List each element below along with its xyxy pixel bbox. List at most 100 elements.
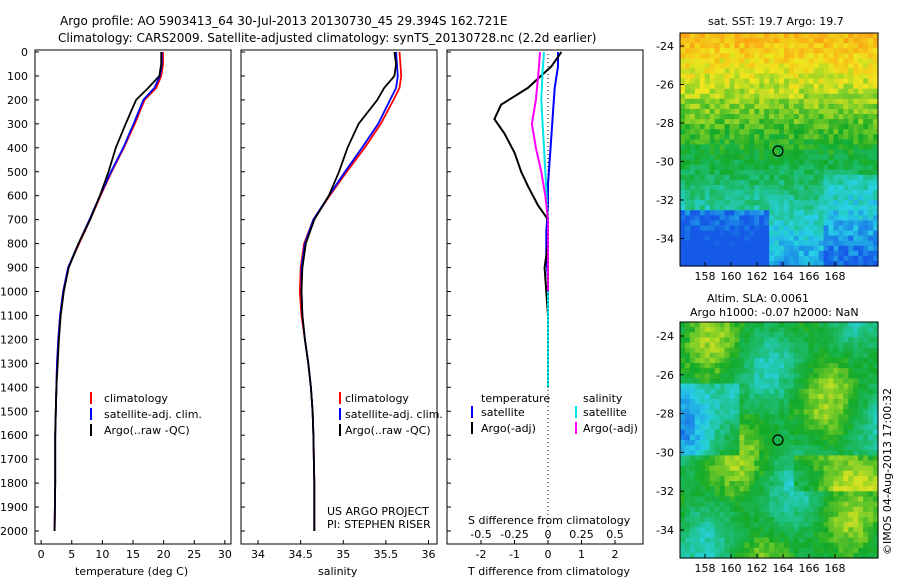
map-cell bbox=[833, 327, 839, 333]
map-cell bbox=[833, 119, 839, 125]
map-cell bbox=[769, 225, 775, 232]
map-cell bbox=[793, 245, 800, 252]
map-cell bbox=[694, 378, 701, 385]
map-cell bbox=[848, 93, 854, 100]
map-cell bbox=[684, 373, 691, 380]
map-cell bbox=[764, 409, 770, 415]
map-cell bbox=[848, 434, 854, 441]
map-cell bbox=[694, 342, 701, 349]
map-cell bbox=[828, 114, 835, 120]
map-cell bbox=[689, 68, 696, 75]
map-cell bbox=[764, 38, 770, 44]
map-cell bbox=[873, 119, 879, 125]
map-cell bbox=[759, 322, 765, 328]
map-cell bbox=[704, 38, 711, 44]
map-cell bbox=[788, 368, 795, 374]
map-cell bbox=[759, 419, 765, 426]
map-cell bbox=[704, 53, 711, 59]
map-cell bbox=[828, 250, 835, 257]
map-cell bbox=[793, 337, 800, 344]
map-cell bbox=[769, 33, 775, 39]
map-cell bbox=[793, 522, 800, 528]
map-cell bbox=[759, 108, 765, 115]
map-cell bbox=[803, 414, 810, 421]
map-cell bbox=[724, 337, 731, 344]
map-cell bbox=[684, 63, 691, 70]
map-cell bbox=[689, 542, 696, 549]
map-cell bbox=[848, 190, 854, 196]
map-cell bbox=[833, 496, 839, 503]
map-cell bbox=[754, 496, 760, 503]
map-cell bbox=[793, 445, 800, 451]
map-cell bbox=[833, 169, 839, 176]
map-cell bbox=[759, 184, 765, 191]
map-cell bbox=[803, 383, 810, 390]
map-cell bbox=[729, 542, 736, 549]
map-cell bbox=[848, 58, 854, 64]
map-cell bbox=[793, 210, 800, 216]
map-cell bbox=[863, 470, 869, 477]
map-cell bbox=[704, 327, 711, 333]
map-cell bbox=[709, 58, 716, 64]
map-cell bbox=[680, 144, 686, 151]
map-cell bbox=[774, 491, 780, 498]
map-cell bbox=[848, 260, 854, 267]
map-cell bbox=[719, 501, 726, 508]
map-cell bbox=[769, 149, 775, 156]
map-cell bbox=[694, 537, 701, 544]
map-cell bbox=[803, 322, 810, 328]
map-cell bbox=[754, 522, 760, 528]
map-cell bbox=[838, 53, 844, 59]
map-cell bbox=[843, 460, 849, 467]
map-cell bbox=[724, 542, 731, 549]
map-cell bbox=[828, 245, 835, 252]
map-cell bbox=[744, 434, 750, 441]
map-cell bbox=[798, 225, 805, 232]
map-cell bbox=[813, 139, 820, 146]
map-cell bbox=[858, 445, 864, 451]
map-cell bbox=[808, 119, 815, 125]
map-cell bbox=[744, 368, 750, 374]
map-cell bbox=[813, 496, 820, 503]
map-cell bbox=[744, 516, 750, 523]
map-cell bbox=[769, 409, 775, 415]
map-cell bbox=[774, 542, 780, 549]
map-cell bbox=[783, 220, 790, 227]
map-cell bbox=[774, 73, 780, 80]
map-cell bbox=[729, 501, 736, 508]
map-cell bbox=[848, 240, 854, 247]
map-cell bbox=[848, 332, 854, 338]
map-cell bbox=[823, 388, 830, 395]
map-cell bbox=[719, 450, 726, 456]
map-cell bbox=[788, 363, 795, 369]
map-cell bbox=[754, 38, 760, 44]
map-cell bbox=[774, 327, 780, 333]
map-cell bbox=[680, 260, 686, 267]
map-cell bbox=[684, 200, 691, 206]
map-cell bbox=[863, 200, 869, 206]
map-cell bbox=[754, 347, 760, 354]
map-cell bbox=[873, 450, 879, 456]
map-cell bbox=[868, 419, 874, 426]
map-cell bbox=[774, 250, 780, 257]
map-cell bbox=[699, 357, 706, 364]
salinity-xlabel: salinity bbox=[318, 565, 358, 578]
map-cell bbox=[709, 240, 716, 247]
map-cell bbox=[714, 108, 721, 115]
map-cell bbox=[863, 63, 869, 70]
map-cell bbox=[744, 129, 750, 135]
map-cell bbox=[823, 352, 830, 359]
map-cell bbox=[853, 129, 859, 135]
map-cell bbox=[764, 332, 770, 338]
map-cell bbox=[813, 388, 820, 395]
map-cell bbox=[868, 342, 874, 349]
map-cell bbox=[680, 465, 686, 472]
map-cell bbox=[734, 33, 740, 39]
map-cell bbox=[788, 210, 795, 216]
map-cell bbox=[709, 542, 716, 549]
map-cell bbox=[714, 174, 721, 181]
map-cell bbox=[838, 363, 844, 369]
map-cell bbox=[769, 245, 775, 252]
map-cell bbox=[828, 184, 835, 191]
map-cell bbox=[828, 434, 835, 441]
